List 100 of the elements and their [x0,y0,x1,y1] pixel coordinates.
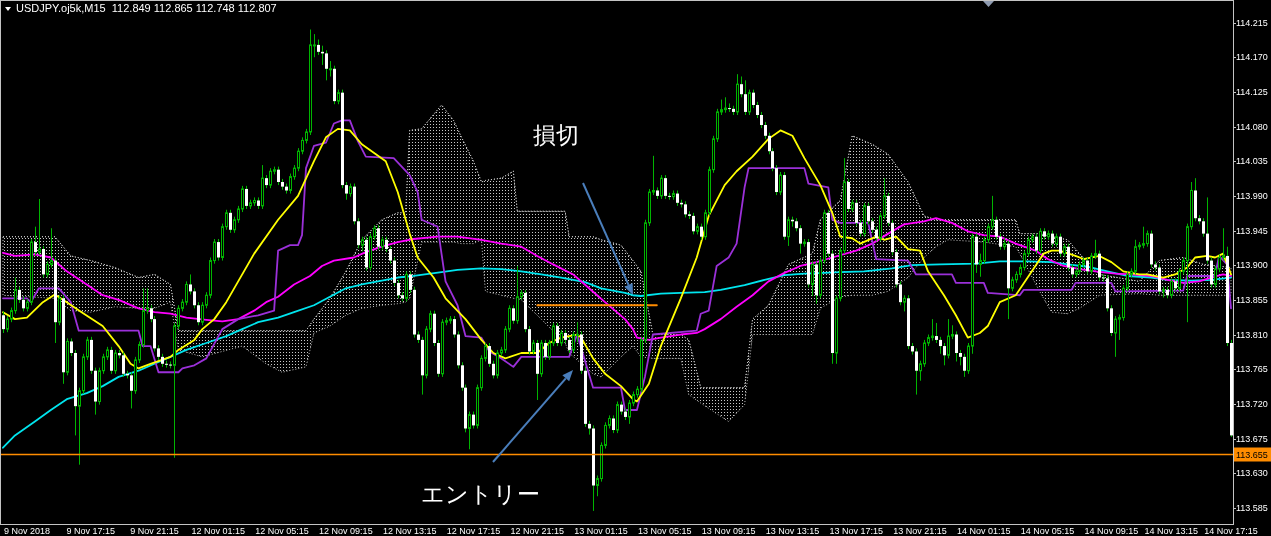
x-tick-label: 13 Nov 17:15 [829,526,883,536]
candlestick [377,224,380,251]
candlestick [245,185,248,210]
x-tick-label: 12 Nov 13:15 [382,526,437,536]
candlestick [1170,277,1173,299]
x-tick-label: 12 Nov 05:15 [255,526,309,536]
line-series [2,217,1232,341]
annotation: エントリー [420,481,540,507]
candlestick [488,342,491,368]
y-tick-label: 114.125 [1236,87,1268,98]
candlestick [269,167,272,189]
candlestick [516,265,519,325]
x-tick-label: 12 Nov 09:15 [319,526,373,536]
y-tick-label: 113.810 [1236,329,1268,340]
candlestick [855,199,858,227]
candlestick [397,279,400,299]
y-tick-label: 114.170 [1236,52,1268,63]
candlestick [528,325,531,356]
candlestick [468,411,471,450]
candlestick [748,89,751,116]
x-tick-label: 14 Nov 13:15 [1144,526,1198,536]
x-tick-label: 14 Nov 01:15 [957,526,1011,536]
candlestick [787,216,790,247]
x-tick-label: 13 Nov 01:15 [574,526,628,536]
y-tick-label: 114.035 [1236,156,1268,167]
candlestick [453,315,456,339]
y-tick-label: 113.765 [1236,364,1268,375]
candlestick [728,102,731,113]
candlestick [1039,227,1042,255]
candlestick [1210,256,1213,289]
candlestick [660,174,663,200]
candlestick [197,301,200,326]
candlestick [114,349,117,375]
candlestick [357,217,360,249]
candlestick [779,171,782,196]
candlestick [496,349,499,379]
x-tick-label: 12 Nov 17:15 [446,526,501,536]
x-tick-label: 9 Nov 17:15 [66,526,115,536]
y-tick-label: 113.585 [1236,502,1268,513]
x-tick-label: 14 Nov 09:15 [1084,526,1139,536]
candlestick [1158,263,1161,295]
candlestick [947,318,950,359]
candlestick [229,209,232,234]
candlestick [935,322,938,344]
y-tick-label: 114.215 [1236,17,1268,28]
candlestick [325,49,328,81]
candlestick [923,339,926,368]
candlestick [775,164,778,196]
y-tick-label: 113.675 [1236,433,1268,444]
candlestick [752,89,755,109]
x-tick-label: 13 Nov 09:15 [701,526,756,536]
candlestick [58,294,61,326]
y-tick-label: 113.945 [1236,225,1268,236]
candlestick [1090,252,1093,275]
candlestick [38,198,41,256]
candlestick [1059,233,1062,258]
x-tick-label: 12 Nov 21:15 [510,526,565,536]
candlestick [2,310,5,334]
candlestick [1067,243,1070,272]
x-tick-label: 14 Nov 05:15 [1020,526,1075,536]
x-tick-label: 13 Nov 05:15 [638,526,692,536]
candlestick [1035,233,1038,255]
candlestick [1202,217,1205,238]
y-tick-label: 113.630 [1236,468,1268,479]
x-tick-label: 13 Nov 21:15 [893,526,947,536]
chart-title: USDJPY.oj5k,M15 112.849 112.865 112.748 112.807 [16,2,277,14]
candlestick [405,270,408,302]
candlestick [1114,315,1117,358]
y-tick-label: 114.080 [1236,121,1268,132]
candlestick [915,347,918,396]
annotation: 損切 [533,122,579,148]
candlestick [185,280,188,306]
candlestick [931,318,934,342]
candlestick [744,79,747,116]
candlestick [664,174,667,200]
candlestick [995,216,998,241]
candlestick [277,166,280,186]
x-tick-label: 9 Nov 2018 [3,526,50,536]
candlestick [556,322,559,347]
candlestick [1098,250,1101,282]
ref-line-label: 113.655 [1236,449,1268,460]
candlestick [193,287,196,309]
y-tick-label: 113.720 [1236,398,1268,409]
candlestick [393,256,396,287]
x-tick-label: 9 Nov 21:15 [130,526,179,536]
candlestick [1142,226,1145,249]
y-tick-label: 113.990 [1236,191,1268,202]
x-tick-label: 13 Nov 13:15 [765,526,820,536]
y-tick-label: 113.855 [1236,295,1268,306]
y-tick-label: 113.900 [1236,260,1268,271]
candlestick [122,351,125,378]
candlestick [110,346,113,375]
x-tick-label: 14 Nov 17:15 [1204,526,1258,536]
candlestick [692,212,695,235]
candlestick [811,260,814,297]
candlestick [572,330,575,354]
candlestick [955,330,958,362]
candlestick [799,224,802,255]
candlestick [899,280,902,306]
x-tick-label: 12 Nov 01:15 [191,526,246,536]
